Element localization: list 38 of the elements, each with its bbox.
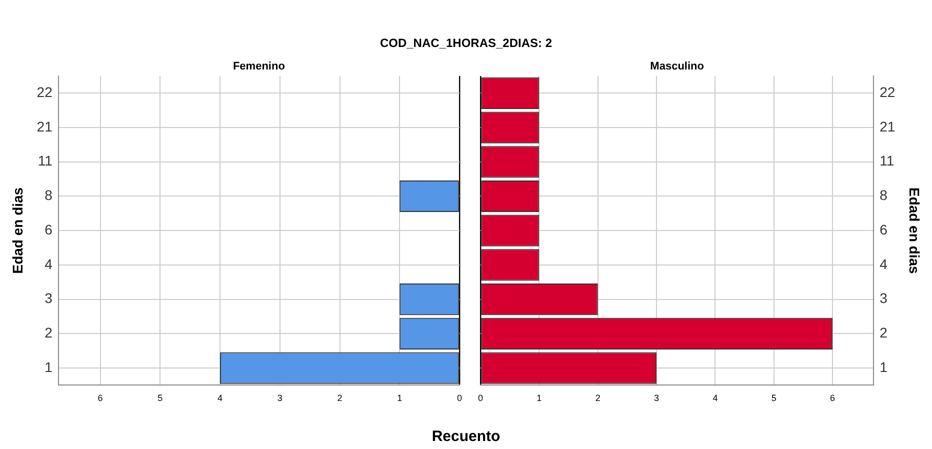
chart-subtitle: Femenino [232,60,286,73]
y-tick-label: 3 [44,290,53,306]
y-tick-label: 21 [36,118,53,134]
y-tick-label: 1 [880,358,888,375]
x-tick-label: 1 [536,393,542,404]
y-tick-label: 22 [880,84,896,100]
x-tick-label: 3 [277,393,282,404]
y-tick-label: 4 [880,256,888,272]
x-tick-label: 0 [456,393,462,404]
x-tick-label: 3 [654,393,660,404]
y-tick-label: 2 [880,324,888,341]
x-tick-label: 1 [397,393,402,404]
y-tick-label: 1 [44,358,53,375]
y-tick-label: 22 [36,84,53,100]
y-tick-label: 8 [880,187,888,204]
x-axis-title: Recuento [430,427,502,445]
y-tick-label: 6 [880,221,888,238]
x-tick-label: 0 [478,393,484,404]
y-tick-label: 2 [44,324,53,341]
y-tick-label: 8 [44,187,53,204]
x-tick-label: 2 [595,393,600,404]
chart-title: COD_NAC_1HORAS_2DIAS: 2 [378,35,554,52]
y-tick-label: 3 [880,290,888,306]
chart-subtitle: Masculino [650,60,704,73]
x-tick-label: 6 [830,393,836,404]
y-tick-label: 11 [880,152,894,169]
y-tick-label: 11 [38,152,53,169]
y-axis-title: Edad en dias [9,187,26,274]
x-tick-label: 4 [712,393,718,404]
x-tick-label: 6 [98,393,103,404]
x-tick-label: 5 [771,393,776,404]
y-tick-label: 21 [880,118,896,134]
y-tick-label: 6 [44,221,53,238]
x-tick-label: 2 [337,393,342,404]
y-axis-title: Edad en dias [906,187,923,274]
x-tick-label: 5 [158,393,163,404]
y-tick-label: 4 [44,256,53,272]
x-tick-label: 4 [218,393,223,404]
